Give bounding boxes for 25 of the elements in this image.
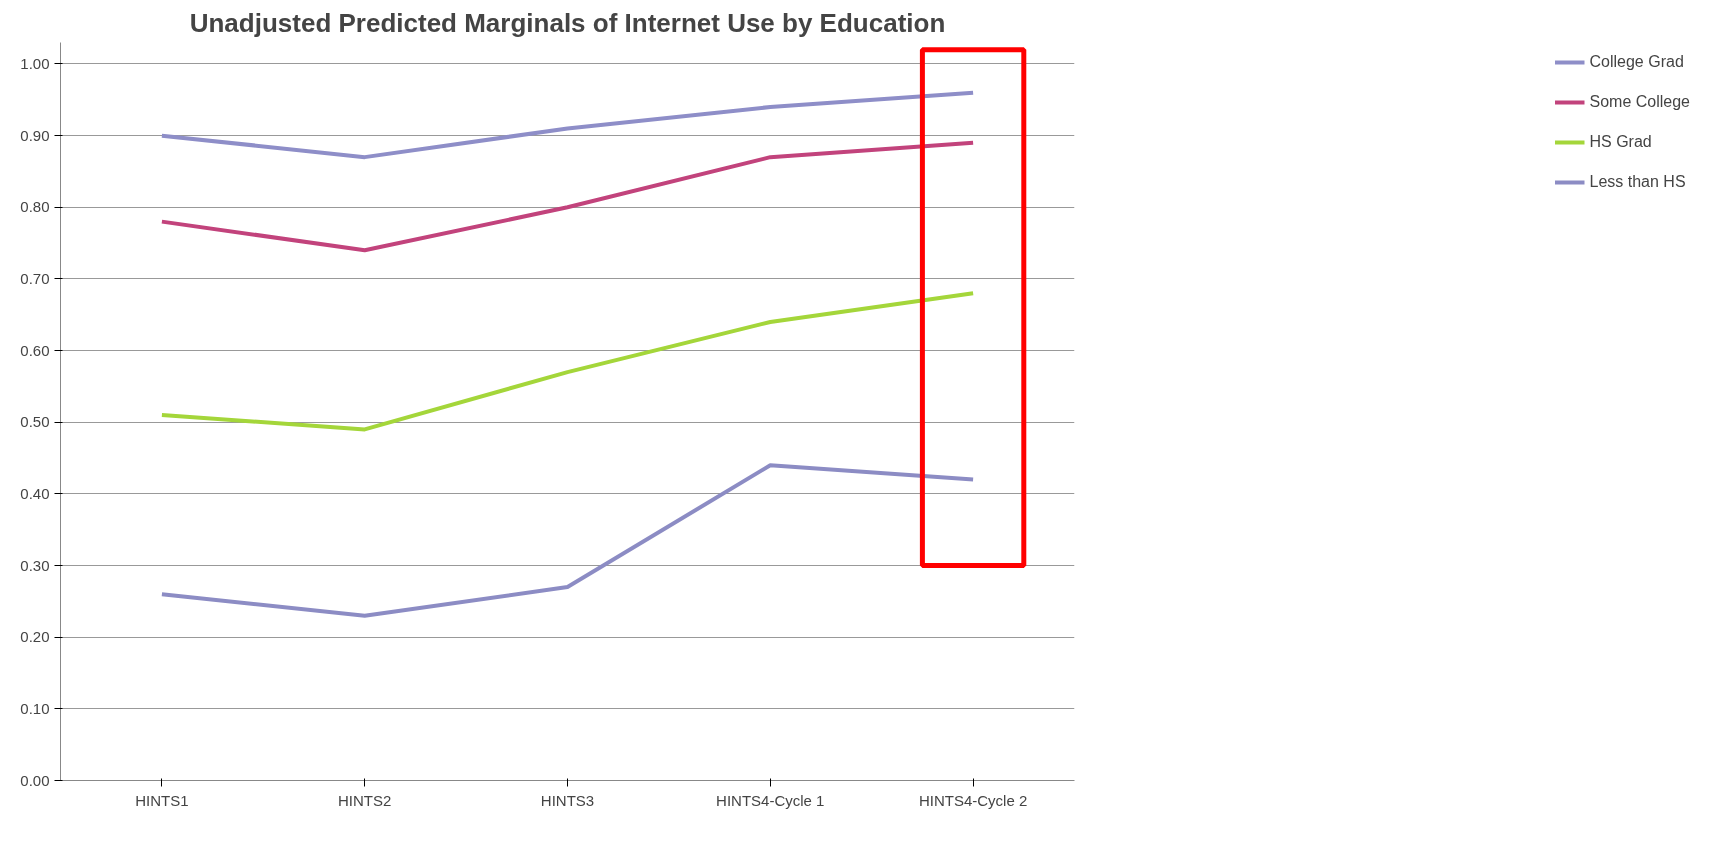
x-tick-label: HINTS4-Cycle 2 [918,791,1028,809]
y-tick-label: 0.90 [20,126,50,144]
x-tick-label: HINTS3 [540,791,595,809]
chart-title: Unadjusted Predicted Marginals of Internet Use by Education [189,7,946,38]
x-tick-label: HINTS2 [338,791,392,809]
legend-label: Less than HS [1589,173,1686,191]
legend-label: HS Grad [1589,133,1652,151]
line-series [159,90,976,160]
y-tick-label: 0.70 [20,269,50,287]
y-tick-label: 0.60 [20,341,50,359]
y-tick-label: 0.40 [20,484,50,502]
x-tick-label: HINTS1 [135,791,189,809]
y-tick-label: 0.10 [20,699,50,717]
line-series [159,291,976,432]
line-series [159,140,976,253]
y-tick-label: 0.00 [20,771,50,789]
line-series [159,463,976,618]
x-tick-label: HINTS4-Cycle 1 [716,791,825,809]
y-tick-label: 0.30 [20,556,50,574]
legend-label: College Grad [1589,53,1684,71]
legend-label: Some College [1589,93,1690,111]
y-tick-label: 0.20 [20,628,50,646]
y-tick-label: 0.50 [20,413,50,431]
y-tick-label: 0.80 [20,198,50,216]
y-tick-label: 1.00 [20,55,50,72]
